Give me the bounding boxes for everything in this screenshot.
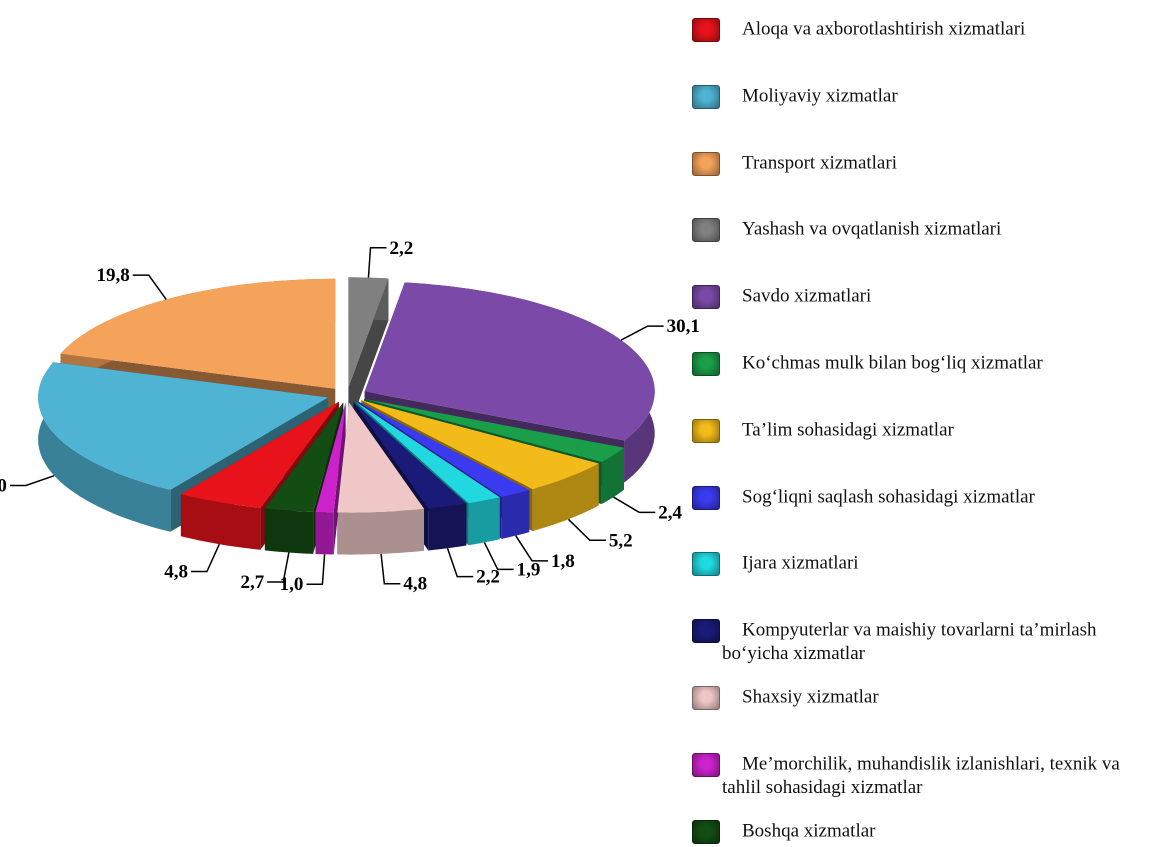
leader-line xyxy=(380,553,401,585)
data-label: 5,2 xyxy=(609,530,633,551)
leader-line xyxy=(567,518,606,542)
leader-line xyxy=(267,552,290,583)
slice xyxy=(355,401,500,504)
slice-side xyxy=(601,447,624,504)
legend-label: Savdo xizmatlari xyxy=(742,285,872,307)
data-label: 19,8 xyxy=(96,265,129,286)
slice xyxy=(38,362,329,490)
legend-label: Boshqa xizmatlar xyxy=(742,819,876,841)
legend-item: Ijara xizmatlari xyxy=(692,552,1162,577)
data-label: 2,7 xyxy=(240,572,264,593)
legend-label: Yashash va ovqatlanish xizmatlari xyxy=(742,218,1002,240)
legend-label: Ijara xizmatlari xyxy=(742,552,859,574)
legend-label: Sog‘liqni saqlash sohasidagi xizmatlar xyxy=(742,485,1035,507)
data-label: 4,8 xyxy=(164,561,188,582)
slice-side xyxy=(315,512,334,555)
legend-label: Aloqa va axborotlashtirish xizmatlari xyxy=(742,18,1026,40)
slice-side xyxy=(337,508,424,555)
legend-item: Ko‘chmas mulk bilan bog‘liq xizmatlar xyxy=(692,352,1162,376)
data-label: 2,4 xyxy=(658,502,682,523)
legend-label: Me’morchilik, muhandislik izlanishlari, … xyxy=(722,753,1120,798)
leader-line xyxy=(367,247,387,278)
legend-item: Me’morchilik, muhandislik izlanishlari, … xyxy=(692,752,1162,799)
legend-swatch xyxy=(692,619,720,644)
slice xyxy=(337,402,424,513)
legend-item: Shaxsiy xizmatlar xyxy=(692,686,1162,710)
slice-side xyxy=(468,497,500,546)
data-label: 1,0 xyxy=(280,574,304,595)
leader-line xyxy=(620,325,664,341)
legend-label: Ta’lim sohasidagi xizmatlar xyxy=(742,419,954,441)
data-label: 4,8 xyxy=(403,574,427,595)
slice xyxy=(364,282,655,441)
data-label: 1,8 xyxy=(551,551,575,572)
leader-line xyxy=(483,542,514,571)
slice-side xyxy=(264,508,314,554)
legend-swatch xyxy=(692,752,720,777)
legend-swatch xyxy=(692,418,720,443)
legend-item: Sog‘liqni saqlash sohasidagi xizmatlar xyxy=(692,485,1162,510)
legend-swatch xyxy=(692,84,720,109)
slice xyxy=(315,402,346,513)
data-label: 2,2 xyxy=(390,238,414,259)
legend-label: Transport xizmatlari xyxy=(742,151,897,173)
legend-swatch xyxy=(692,686,720,710)
legend-label: Ko‘chmas mulk bilan bog‘liq xizmatlar xyxy=(742,352,1043,374)
leader-line xyxy=(132,274,167,300)
legend-item: Ta’lim sohasidagi xizmatlar xyxy=(692,418,1162,443)
legend-item: Aloqa va axborotlashtirish xizmatlari xyxy=(692,18,1162,42)
data-label: 1,9 xyxy=(517,559,541,580)
legend-item: Moliyaviy xizmatlar xyxy=(692,84,1162,109)
legend-swatch xyxy=(692,552,720,577)
leader-line xyxy=(515,535,549,562)
leader-line xyxy=(9,474,55,487)
legend-item: Boshqa xizmatlar xyxy=(692,819,1162,844)
slice xyxy=(180,401,339,508)
leader-line xyxy=(446,548,474,578)
leader-line xyxy=(306,554,326,585)
slice xyxy=(361,400,599,490)
slice xyxy=(357,401,530,497)
slice xyxy=(264,402,344,512)
leader-line xyxy=(190,543,220,573)
slice xyxy=(348,277,389,388)
legend-item: Yashash va ovqatlanish xizmatlari xyxy=(692,218,1162,243)
slice-side xyxy=(180,494,261,550)
legend-swatch xyxy=(692,18,720,42)
legend-swatch xyxy=(692,218,720,243)
slice xyxy=(353,402,467,509)
legend-swatch xyxy=(692,485,720,510)
legend-label: Kompyuterlar va maishiy tovarlarni ta’mi… xyxy=(722,619,1097,665)
legend-item: Transport xizmatlari xyxy=(692,151,1162,176)
slice-side xyxy=(501,490,530,539)
data-label: 21,0 xyxy=(0,476,7,497)
legend-swatch xyxy=(692,352,720,376)
leader-line xyxy=(613,496,656,514)
slice xyxy=(364,398,624,462)
data-label: 30,1 xyxy=(667,316,700,337)
data-label: 2,2 xyxy=(476,567,500,588)
legend-swatch xyxy=(692,151,720,176)
legend-item: Savdo xizmatlari xyxy=(692,285,1162,310)
legend-swatch xyxy=(692,819,720,844)
legend-label: Moliyaviy xizmatlar xyxy=(742,85,898,107)
legend-item: Kompyuterlar va maishiy tovarlarni ta’mi… xyxy=(692,619,1162,665)
slice-tops xyxy=(38,277,655,513)
slice-side xyxy=(532,463,599,532)
slice xyxy=(60,278,336,389)
legend-swatch xyxy=(692,285,720,310)
slice-side xyxy=(428,503,467,551)
legend-label: Shaxsiy xizmatlar xyxy=(742,686,879,708)
slice-side xyxy=(38,362,171,532)
